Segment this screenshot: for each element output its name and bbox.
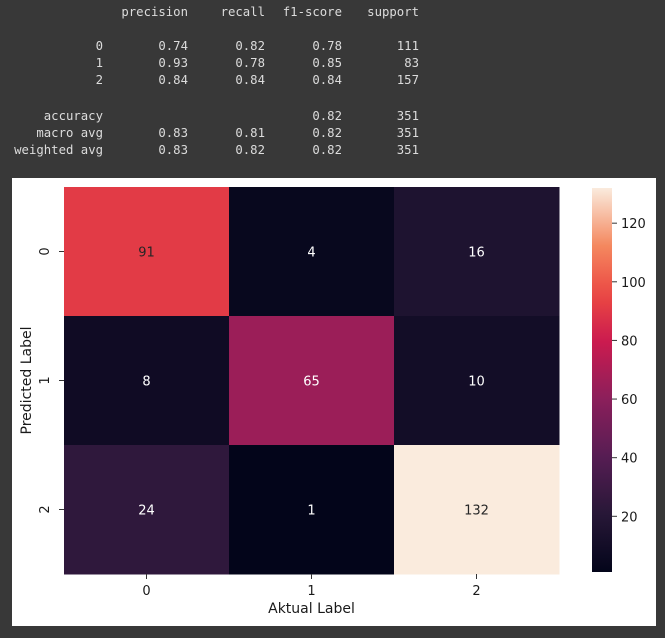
cell-value-label: 4	[307, 246, 315, 261]
classification-report: precision recall f1-score support 0 0.74 0.82 0…	[0, 0, 665, 175]
report-row-label: accuracy	[43, 109, 103, 123]
report-header-row: precision recall f1-score support	[0, 5, 665, 22]
report-value: 0.85	[312, 56, 342, 70]
report-row: weighted avg 0.83 0.82 0.82 351	[0, 143, 665, 160]
report-value: 83	[404, 56, 419, 70]
cell-value-label: 1	[307, 504, 315, 519]
report-value: 0.81	[235, 126, 265, 140]
report-row-label: 1	[95, 56, 103, 70]
report-value: 0.83	[158, 126, 188, 140]
report-value: 0.82	[312, 109, 342, 123]
colorbar-tick-label: 60	[621, 393, 638, 408]
report-value: 351	[396, 109, 419, 123]
report-row-label: 0	[95, 39, 103, 53]
colorbar-tick-label: 40	[621, 452, 638, 467]
x-axis-label: Aktual Label	[268, 601, 355, 617]
report-value: 0.84	[158, 73, 188, 87]
heatmap-cell	[64, 445, 230, 575]
report-value: 0.84	[312, 73, 342, 87]
report-header-f1-score: f1-score	[282, 5, 342, 19]
cell-value-label: 16	[468, 246, 485, 261]
report-row-label: macro avg	[36, 126, 103, 140]
report-row: 1 0.93 0.78 0.85 83	[0, 56, 665, 73]
report-value: 0.84	[235, 73, 265, 87]
report-header-precision: precision	[121, 5, 188, 19]
y-tick-label: 0	[38, 247, 53, 255]
x-tick-label: 0	[142, 584, 150, 599]
cell-value-label: 132	[464, 504, 489, 519]
y-tick-label: 2	[38, 505, 53, 513]
heatmap-cell	[394, 187, 560, 317]
report-row: macro avg 0.83 0.81 0.82 351	[0, 126, 665, 143]
heatmap-cell	[64, 316, 230, 446]
report-value: 351	[396, 143, 419, 157]
confusion-matrix-figure: 91 4 16 8 65 10 24 1 132 0 1 2 0 1 2 Aktual Label Predic…	[12, 178, 656, 626]
report-row: 0 0.74 0.82 0.78 111	[0, 39, 665, 56]
report-value: 0.82	[312, 143, 342, 157]
report-value: 0.78	[235, 56, 265, 70]
report-value: 0.93	[158, 56, 188, 70]
cell-value-label: 10	[468, 375, 485, 390]
cell-value-label: 8	[142, 375, 150, 390]
report-row-label: weighted avg	[14, 143, 103, 157]
colorbar	[592, 188, 612, 572]
heatmap-cell	[229, 316, 395, 446]
report-value: 0.82	[235, 143, 265, 157]
colorbar-tick-label: 120	[621, 217, 646, 232]
x-tick-label: 2	[472, 584, 480, 599]
report-value: 0.83	[158, 143, 188, 157]
report-header-recall: recall	[220, 5, 265, 19]
cell-value-label: 91	[138, 246, 155, 261]
y-tick-label: 1	[38, 376, 53, 384]
report-row: accuracy 0.82 351	[0, 109, 665, 126]
report-value: 351	[396, 126, 419, 140]
report-value: 0.82	[235, 39, 265, 53]
cell-value-label: 24	[138, 504, 155, 519]
heatmap-cell	[64, 187, 230, 317]
heatmap-cell	[229, 187, 395, 317]
report-value: 157	[396, 73, 419, 87]
x-tick-label: 1	[307, 584, 315, 599]
y-axis-label: Predicted Label	[19, 327, 35, 435]
colorbar-tick-label: 80	[621, 334, 638, 349]
report-header-support: support	[367, 5, 419, 19]
report-row-label: 2	[95, 73, 103, 87]
cell-value-label: 65	[303, 375, 320, 390]
report-value: 0.74	[158, 39, 188, 53]
colorbar-tick-label: 20	[621, 510, 638, 525]
heatmap-cell	[229, 445, 395, 575]
report-value: 111	[396, 39, 419, 53]
report-row: 2 0.84 0.84 0.84 157	[0, 73, 665, 90]
heatmap-cell	[394, 445, 560, 575]
report-value: 0.78	[312, 39, 342, 53]
heatmap-cell	[394, 316, 560, 446]
colorbar-tick-label: 100	[621, 276, 646, 291]
report-value: 0.82	[312, 126, 342, 140]
